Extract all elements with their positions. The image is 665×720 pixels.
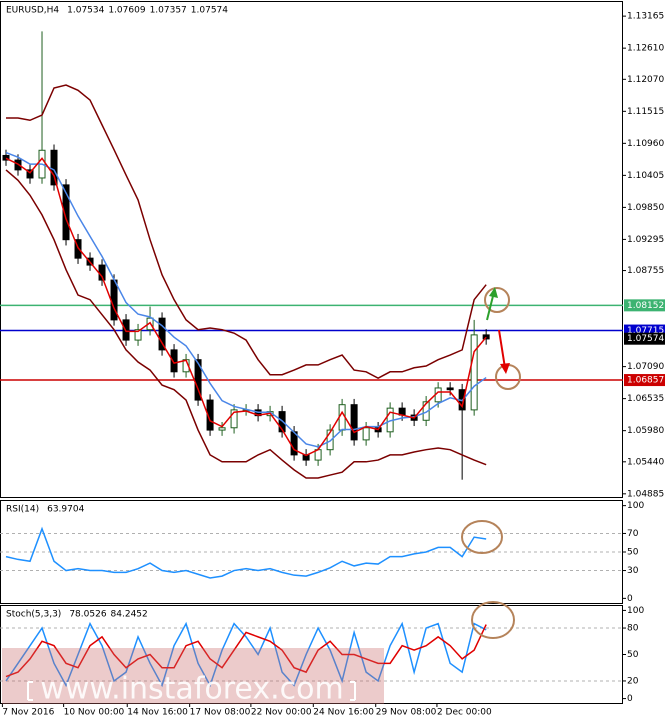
candle-body — [2, 154, 10, 161]
panel-title: EURUSD,H4 — [6, 6, 59, 16]
candle-body — [170, 349, 178, 373]
x-tick-label: 14 Nov 16:00 — [127, 708, 188, 718]
y-tick-label: 1.10405 — [627, 171, 664, 181]
y-tick-label: 1.05980 — [627, 426, 664, 436]
y-tick-label: 20 — [627, 676, 639, 686]
candle-body — [50, 149, 58, 186]
candle-body — [422, 401, 430, 421]
y-tick-label: 0 — [627, 694, 633, 704]
y-tick-label: 0 — [627, 594, 633, 604]
candle-body — [62, 184, 70, 241]
candle-body — [158, 317, 166, 351]
y-tick-label: 80 — [627, 624, 639, 634]
header-value: 1.07574 — [191, 6, 228, 16]
candle-body — [230, 409, 238, 429]
indicator-line — [5, 621, 487, 688]
y-tick-label: 1.09850 — [627, 203, 664, 213]
last-price-label: 1.07574 — [627, 334, 664, 344]
price-panel — [0, 1, 623, 498]
level-label-box — [624, 299, 665, 312]
y-tick-label: 100 — [627, 606, 644, 616]
candle-body — [482, 334, 490, 340]
plot-layer: EURUSD,H4 1.07534 1.07609 1.07357 1.07574 1.1… — [0, 6, 665, 718]
candle-body — [326, 429, 334, 451]
y-tick-label: 1.07090 — [627, 362, 664, 372]
y-tick-label: 1.05440 — [627, 457, 664, 467]
x-tick-label: 7 Nov 2016 — [2, 708, 54, 718]
y-tick-label: 30 — [627, 566, 639, 576]
candle-body — [206, 399, 214, 431]
watermark: www.instaforex.com — [2, 648, 384, 707]
level-label: 1.06857 — [627, 376, 664, 386]
candle-body — [446, 387, 454, 391]
watermark-text: www.instaforex.com — [40, 672, 343, 707]
watermark-band — [2, 648, 384, 704]
x-tick-label: 22 Nov 00:00 — [251, 708, 312, 718]
y-tick-label: 1.09295 — [627, 235, 664, 245]
circle-mark — [471, 601, 515, 639]
candle-body — [26, 169, 34, 179]
candle-body — [470, 334, 478, 411]
y-tick-label: 1.04885 — [627, 489, 664, 499]
level-label: 1.07715 — [627, 326, 664, 336]
x-tick-label: 24 Nov 16:00 — [313, 708, 374, 718]
indicator-line — [5, 624, 487, 678]
last-price-label-box — [624, 332, 665, 345]
x-tick-label: 10 Nov 00:00 — [64, 708, 125, 718]
x-tick-label: 2 Dec 00:00 — [437, 708, 492, 718]
y-tick-label: 50 — [627, 548, 639, 558]
header-value: 1.07609 — [108, 6, 145, 16]
arrow-down — [498, 329, 506, 369]
candle-body — [134, 329, 142, 341]
panel-title: Stoch(5,3,3) — [6, 610, 61, 620]
candle-body — [338, 404, 346, 431]
arrow-head — [500, 363, 510, 374]
x-tick-label: 17 Nov 08:00 — [190, 708, 251, 718]
candle-body — [350, 404, 358, 441]
annotations — [461, 287, 521, 639]
x-tick-label: 29 Nov 08:00 — [376, 708, 437, 718]
indicator-line — [5, 526, 487, 579]
candle-body — [218, 427, 226, 431]
header-value: 1.07534 — [67, 6, 104, 16]
arrow-head — [489, 287, 498, 298]
candle-body — [194, 359, 202, 401]
y-tick-label: 1.10960 — [627, 139, 664, 149]
indicator-line — [6, 84, 487, 380]
y-tick-label: 100 — [627, 501, 644, 511]
indicator-line — [5, 157, 487, 457]
indicator-line — [5, 151, 487, 448]
watermark-bracket — [27, 681, 356, 701]
header-value: 1.07357 — [150, 6, 187, 16]
circle-mark — [461, 520, 503, 554]
y-tick-label: 50 — [627, 650, 639, 660]
candle-body — [362, 427, 370, 441]
header-value: 78.0526 — [69, 610, 106, 620]
y-tick-label: 1.06535 — [627, 394, 664, 404]
y-tick-label: 70 — [627, 529, 639, 539]
level-label: 1.08152 — [627, 301, 664, 311]
header-value: 84.2452 — [111, 610, 148, 620]
y-tick-label: 1.11515 — [627, 107, 664, 117]
stoch-panel — [0, 605, 623, 704]
panel-title: RSI(14) — [6, 505, 39, 515]
y-tick-label: 1.12610 — [627, 44, 664, 54]
y-tick-label: 1.13165 — [627, 12, 664, 22]
level-label-box — [624, 374, 665, 387]
y-tick-label: 1.12070 — [627, 75, 664, 85]
y-tick-label: 1.08755 — [627, 266, 664, 276]
indicator-line — [5, 169, 487, 479]
circle-mark — [484, 287, 510, 313]
header-value: 63.9704 — [47, 505, 84, 515]
